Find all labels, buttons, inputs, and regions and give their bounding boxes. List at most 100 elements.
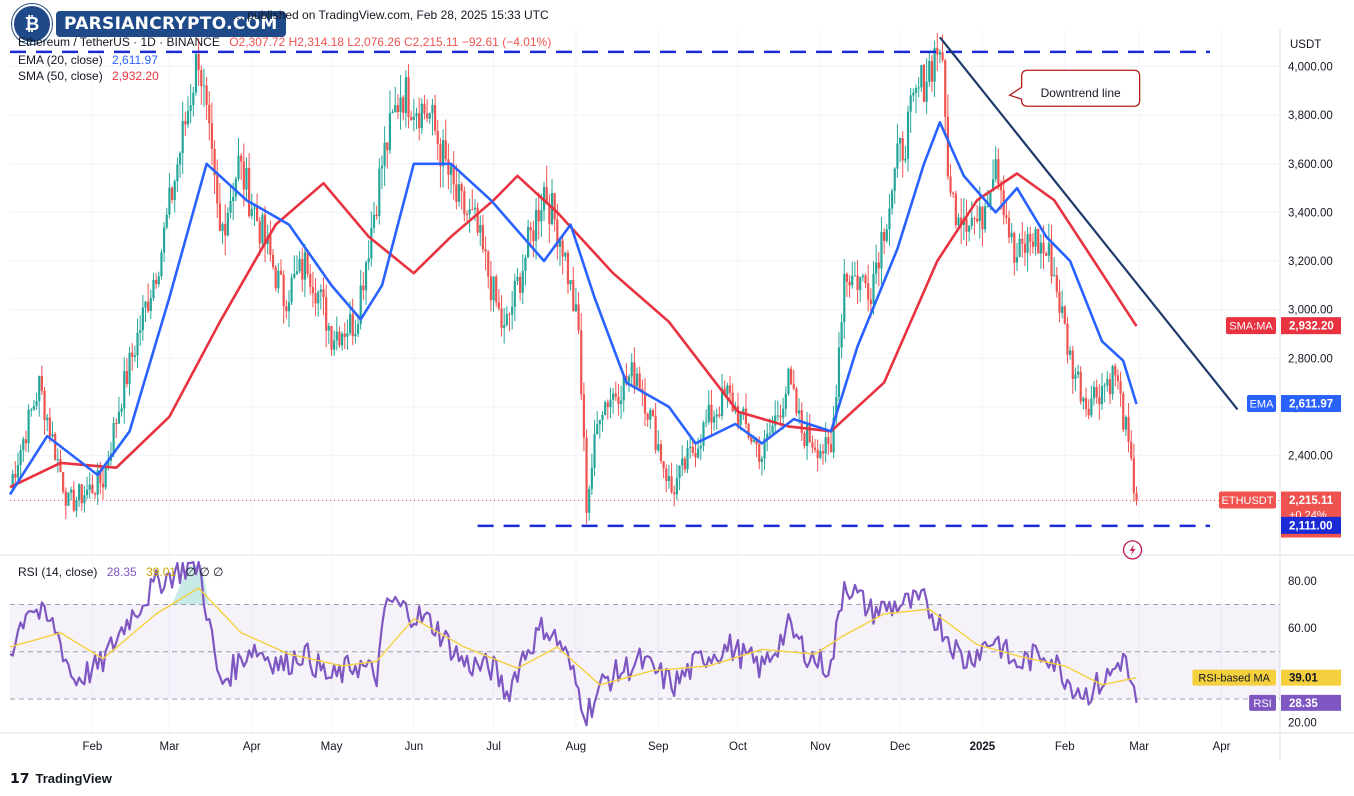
candle bbox=[333, 330, 336, 356]
candle bbox=[813, 439, 817, 453]
candle-body bbox=[173, 181, 176, 201]
candle-body bbox=[1069, 350, 1072, 355]
candle bbox=[115, 418, 118, 438]
time-tick-label: Mar bbox=[1129, 741, 1149, 753]
candle bbox=[712, 410, 716, 431]
candle bbox=[218, 182, 221, 232]
price-label-tag bbox=[1226, 317, 1276, 335]
candle-body bbox=[898, 138, 902, 144]
candle-body bbox=[99, 470, 102, 484]
rsi-legend[interactable]: RSI (14, close) 28.35 39.01 ∅ ∅ ∅ bbox=[18, 565, 223, 579]
candle bbox=[667, 464, 671, 489]
candle bbox=[460, 182, 463, 210]
candle-body bbox=[1023, 243, 1027, 253]
candle-body bbox=[444, 140, 447, 160]
candle-body bbox=[62, 472, 65, 492]
candle-body bbox=[627, 376, 631, 383]
candle bbox=[54, 432, 57, 461]
candle bbox=[558, 236, 562, 266]
candle bbox=[263, 205, 267, 263]
candle-body bbox=[402, 97, 405, 114]
candle bbox=[396, 94, 400, 119]
rsi-na-values: ∅ ∅ ∅ bbox=[185, 565, 224, 579]
symbol-line: Ethereum / TetherUS · 1D · BINANCE O2,30… bbox=[18, 35, 551, 49]
candle-body bbox=[702, 422, 705, 446]
candle bbox=[521, 254, 524, 305]
candle-body bbox=[327, 326, 330, 331]
candle bbox=[1015, 242, 1019, 272]
candlestick-series bbox=[11, 32, 1138, 524]
candle-body bbox=[532, 230, 535, 242]
candle-body bbox=[798, 410, 801, 414]
candle bbox=[890, 188, 894, 215]
candle bbox=[821, 444, 825, 465]
candle bbox=[139, 315, 142, 347]
candle-body bbox=[107, 460, 110, 467]
candle bbox=[519, 272, 522, 301]
candle bbox=[590, 453, 593, 495]
candle-body bbox=[914, 88, 918, 93]
rsi-label-tag bbox=[1249, 694, 1276, 711]
candle-body bbox=[803, 433, 806, 447]
candle bbox=[250, 193, 253, 220]
candle bbox=[601, 411, 604, 432]
candle bbox=[944, 58, 947, 138]
candle bbox=[330, 325, 333, 356]
candle-body bbox=[234, 178, 237, 197]
rsi-axis-label-box bbox=[1281, 694, 1341, 711]
candle bbox=[72, 481, 75, 513]
candle-body bbox=[386, 142, 389, 151]
candle bbox=[290, 273, 293, 306]
candle bbox=[471, 189, 474, 211]
candle bbox=[476, 202, 479, 236]
candle bbox=[372, 201, 376, 234]
tradingview-logo-icon: 𝟭𝟳 bbox=[10, 770, 30, 786]
candle bbox=[686, 440, 689, 474]
candle bbox=[457, 173, 461, 207]
candle bbox=[795, 386, 798, 417]
symbol-name[interactable]: Ethereum / TetherUS · 1D · BINANCE bbox=[18, 35, 220, 49]
candle bbox=[707, 390, 710, 425]
candle-body bbox=[670, 476, 673, 493]
candle-body bbox=[258, 221, 261, 244]
candle-body bbox=[811, 442, 814, 448]
candle-body bbox=[213, 148, 216, 176]
candle-body bbox=[744, 408, 748, 425]
candle-body bbox=[718, 414, 721, 417]
candle-body bbox=[837, 347, 841, 398]
tradingview-footer[interactable]: 𝟭𝟳 TradingView bbox=[10, 770, 112, 787]
candle bbox=[327, 322, 330, 344]
candle bbox=[675, 464, 678, 501]
candle-body bbox=[1108, 379, 1112, 395]
currency-label: USDT bbox=[1290, 39, 1321, 51]
candle-body bbox=[115, 422, 118, 424]
candle bbox=[550, 179, 554, 226]
candle-body bbox=[1058, 291, 1061, 313]
candle-body bbox=[463, 191, 466, 215]
candle bbox=[378, 157, 381, 225]
candle bbox=[184, 111, 187, 136]
candle bbox=[240, 152, 243, 180]
candle-body bbox=[356, 324, 360, 334]
candle-body bbox=[545, 186, 548, 204]
price-axis-label-box bbox=[1281, 317, 1341, 335]
candle-body bbox=[534, 209, 538, 242]
candle bbox=[123, 357, 126, 424]
candle-body bbox=[829, 444, 833, 453]
ema-legend[interactable]: EMA (20, close) 2,611.97 bbox=[18, 53, 158, 67]
candle-body bbox=[64, 491, 67, 506]
candle bbox=[609, 387, 612, 419]
candle-body bbox=[197, 54, 200, 71]
candle bbox=[702, 420, 705, 452]
candle bbox=[784, 386, 787, 417]
price-label-name: ETHUSDT bbox=[1222, 495, 1274, 507]
candle bbox=[954, 190, 957, 229]
sma-legend[interactable]: SMA (50, close) 2,932.20 bbox=[18, 69, 159, 83]
candle bbox=[1018, 233, 1021, 258]
candle bbox=[511, 290, 514, 330]
price-tick-label: 2,400.00 bbox=[1288, 451, 1333, 463]
candle-body bbox=[619, 400, 623, 405]
candle-body bbox=[351, 314, 354, 337]
candle-body bbox=[303, 252, 307, 280]
